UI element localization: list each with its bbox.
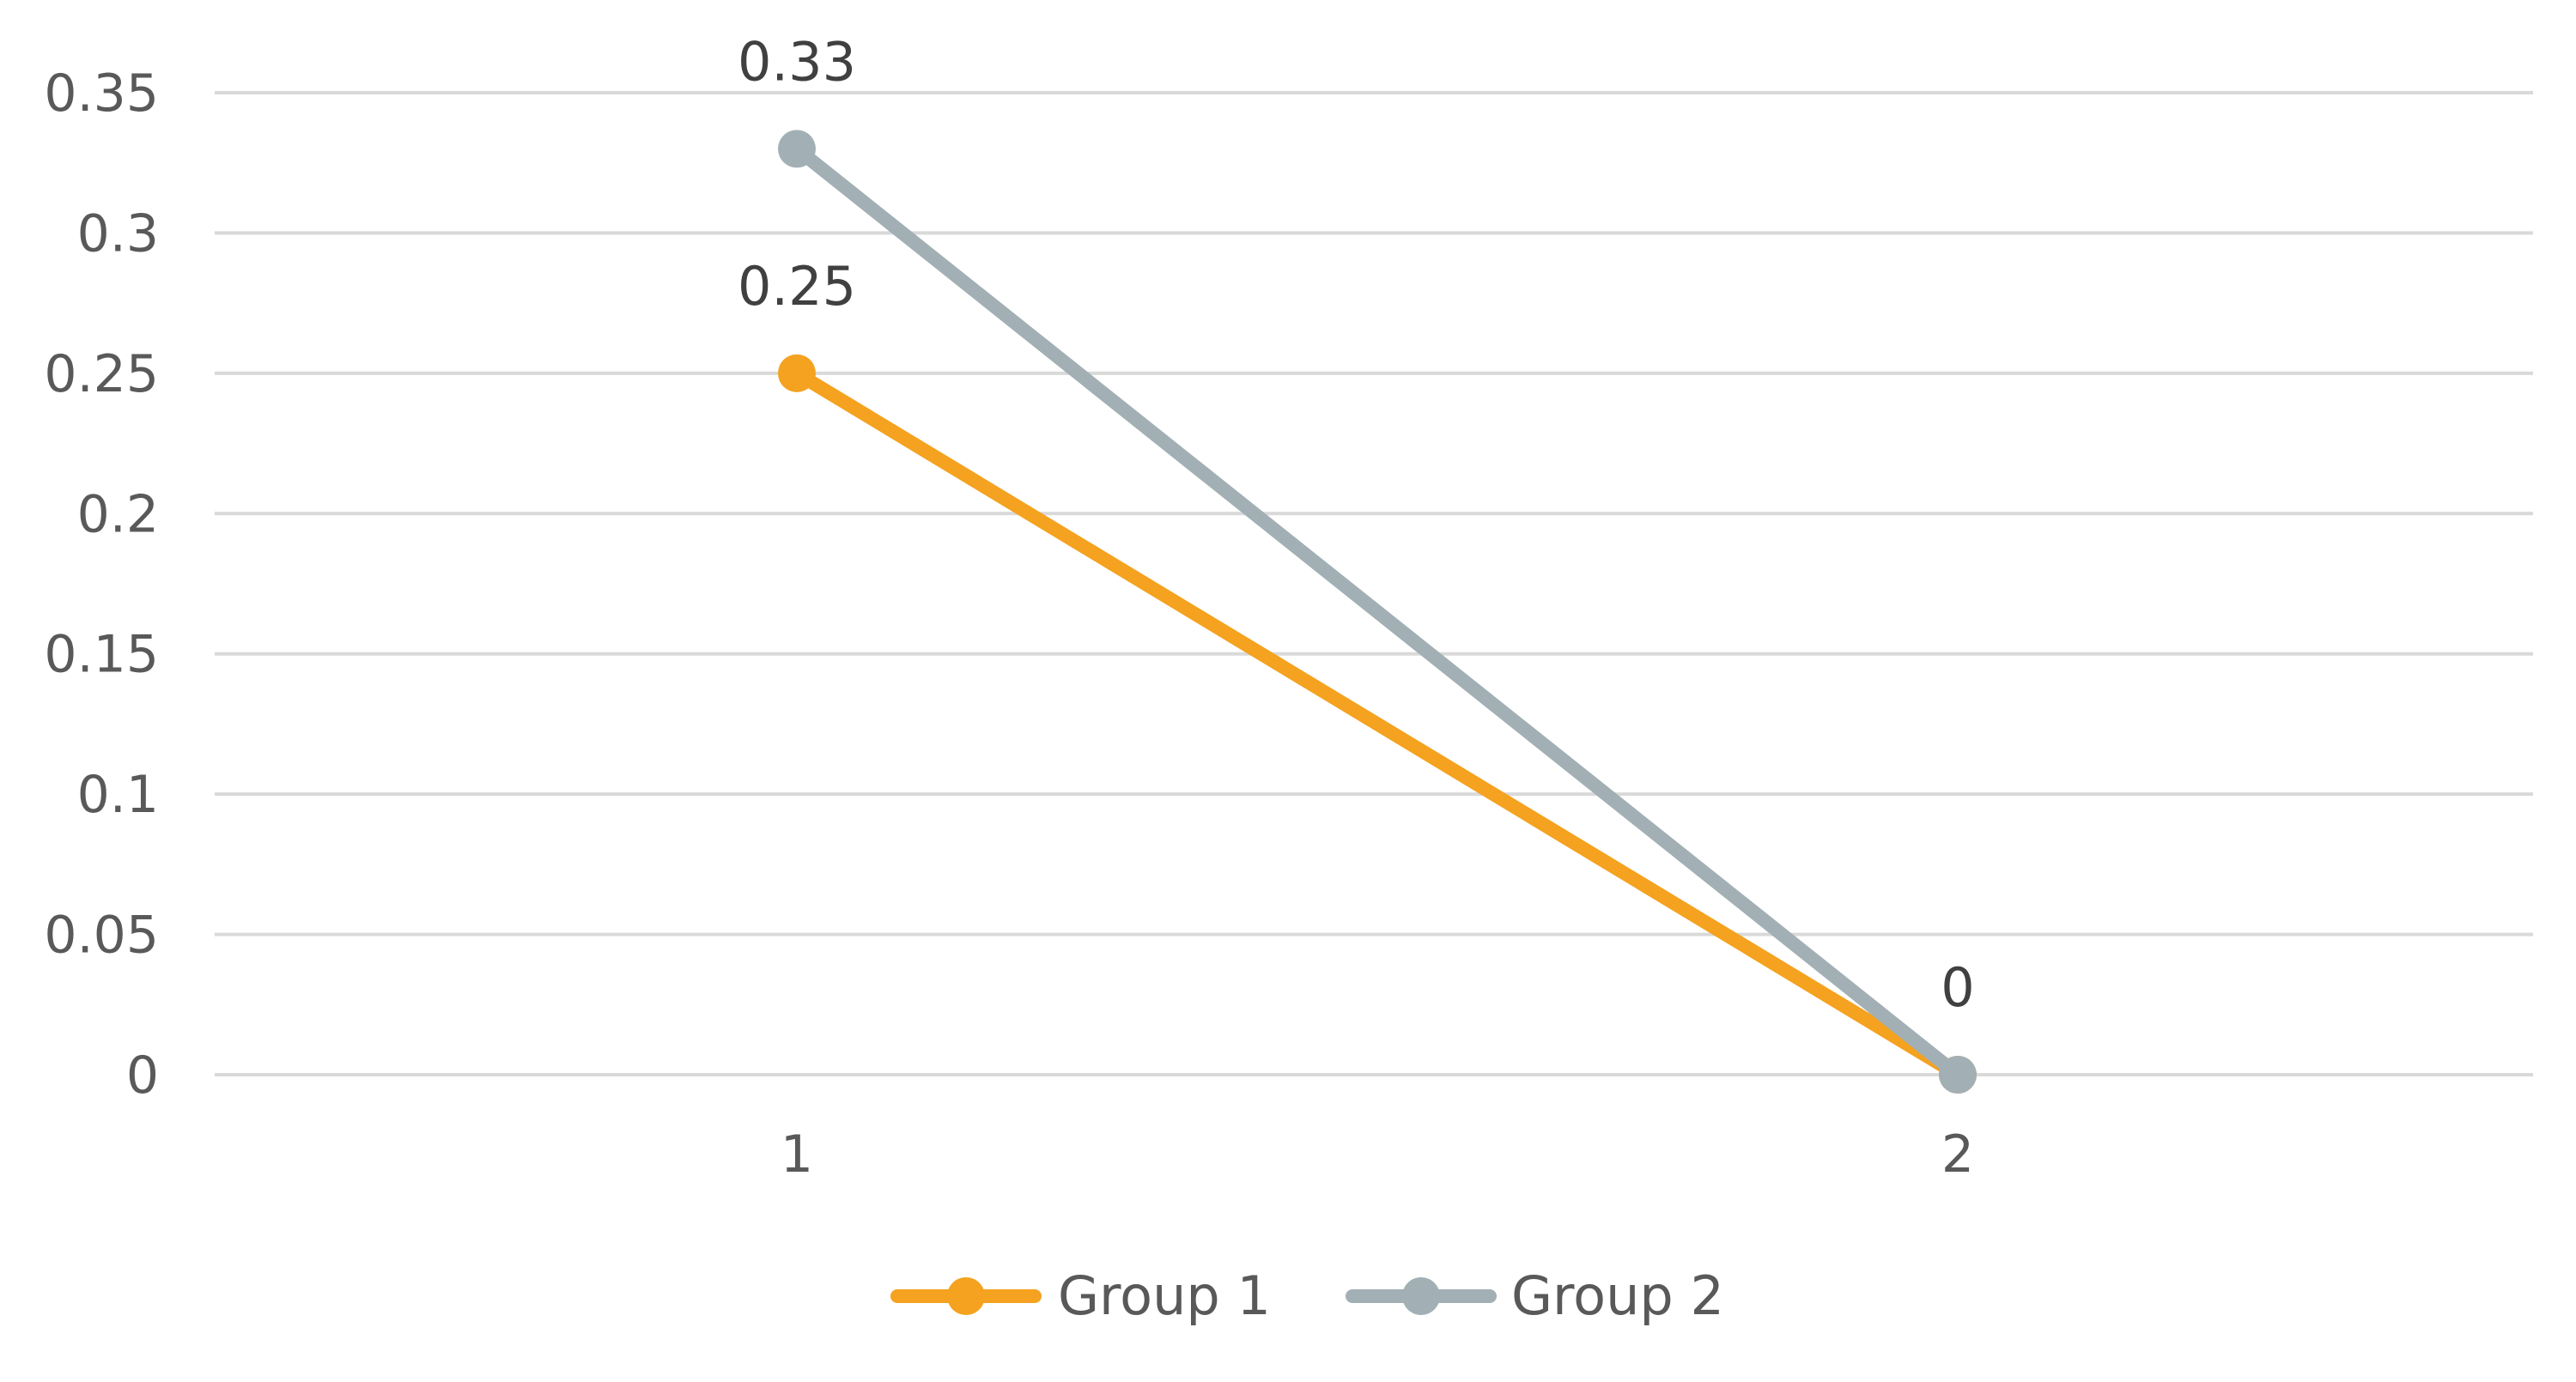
y-tick-label: 0: [126, 1046, 159, 1106]
x-tick-label: 2: [1941, 1124, 1974, 1185]
data-label: 0: [1941, 956, 1974, 1019]
data-point-group-1: [778, 354, 816, 392]
legend-label: Group 1: [1058, 1264, 1271, 1327]
grid-layer: [215, 91, 2533, 1076]
legend: Group 1 Group 2: [890, 1264, 1724, 1327]
y-axis: 0 0.05 0.1 0.15 0.2 0.25 0.3 0.35: [44, 64, 159, 1106]
y-tick-label: 0.05: [44, 906, 159, 966]
data-label-layer: 0.25 0.33 0: [738, 30, 1975, 1019]
y-tick-label: 0.35: [44, 64, 159, 124]
legend-swatch-marker: [1402, 1277, 1440, 1315]
legend-item-group-1: Group 1: [890, 1264, 1271, 1327]
series-line-group-1: [790, 366, 1965, 1082]
data-point-group-2: [778, 130, 816, 168]
y-tick-label: 0.1: [77, 765, 159, 825]
legend-swatch-marker: [947, 1277, 985, 1315]
legend-item-group-2: Group 2: [1346, 1264, 1724, 1327]
data-label: 0.33: [738, 30, 856, 93]
y-tick-label: 0.3: [77, 203, 159, 264]
data-point-group-2: [1939, 1056, 1977, 1094]
x-tick-label: 1: [781, 1124, 813, 1185]
legend-label: Group 2: [1511, 1264, 1724, 1327]
y-tick-label: 0.2: [77, 484, 159, 544]
series-line-group-2: [790, 142, 1965, 1082]
y-tick-label: 0.15: [44, 625, 159, 685]
y-tick-label: 0.25: [44, 344, 159, 404]
data-label: 0.25: [738, 255, 856, 318]
series-layer: [778, 130, 1977, 1094]
